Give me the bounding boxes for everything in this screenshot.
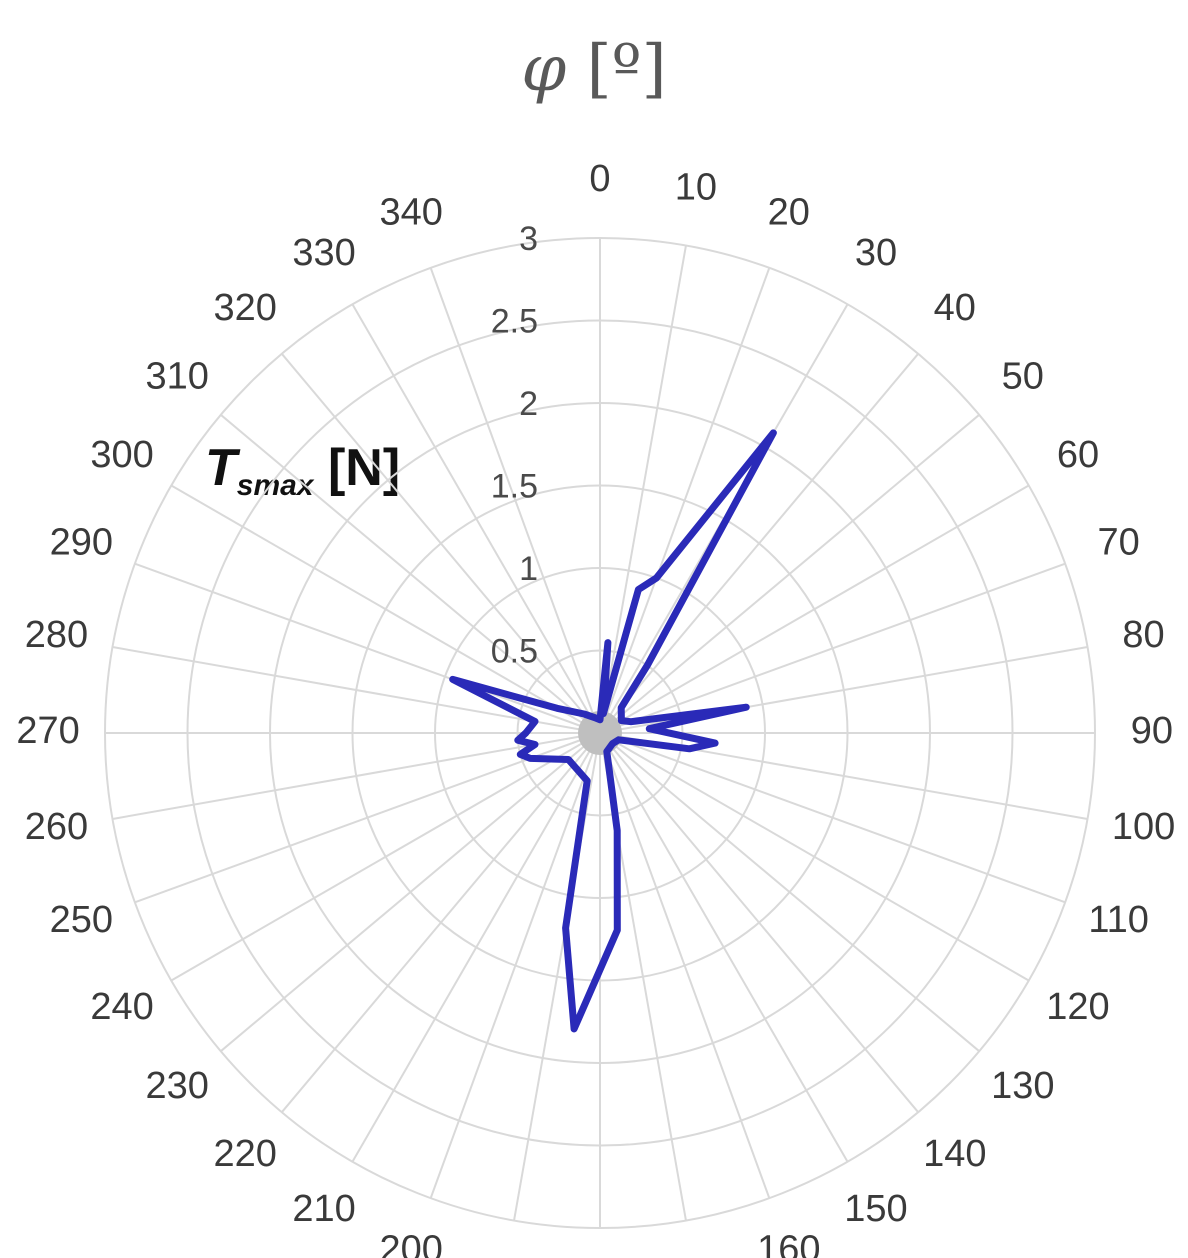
angle-tick-label: 20 (768, 191, 810, 233)
angle-tick-label: 260 (25, 806, 88, 848)
angle-tick-label: 240 (90, 986, 153, 1028)
radial-tick-label: 2 (519, 385, 538, 423)
angle-tick-label: 220 (214, 1133, 277, 1175)
grid-spoke (112, 732, 601, 820)
grid-spoke (351, 732, 601, 1163)
angle-tick-label: 330 (292, 232, 355, 274)
radial-tick-label: 3 (519, 220, 538, 258)
grid-spoke (351, 303, 601, 734)
angle-tick-label: 190 (472, 1254, 535, 1258)
grid-spoke (134, 732, 601, 904)
radial-axis-title: Tsmax [N] (205, 438, 401, 502)
angle-tick-label: 310 (145, 355, 208, 397)
angle-tick-label: 30 (855, 232, 897, 274)
angle-tick-label: 250 (50, 899, 113, 941)
angle-tick-label: 110 (1088, 899, 1149, 941)
radial-tick-label: 1.5 (491, 468, 538, 506)
angle-tick-label: 340 (380, 191, 443, 233)
angle-tick-label: 270 (16, 710, 79, 752)
grid-spoke (599, 732, 849, 1163)
angle-tick-label: 0 (589, 158, 610, 200)
grid-spoke (599, 732, 980, 1052)
angle-tick-label: 50 (1002, 355, 1044, 397)
grid-spoke (599, 484, 1030, 734)
angle-tick-label: 100 (1112, 806, 1175, 848)
angle-tick-label: 320 (214, 287, 277, 329)
angle-tick-label: 90 (1131, 710, 1173, 752)
radial-axis-symbol: T (205, 439, 237, 497)
grid-spoke (599, 732, 919, 1113)
angle-tick-label: 280 (25, 614, 88, 656)
grid-spoke (281, 732, 601, 1113)
angle-tick-label: 40 (934, 287, 976, 329)
grid-spoke (599, 562, 1066, 734)
radial-axis-unit: [N] (327, 439, 401, 497)
angle-tick-label: 300 (90, 434, 153, 476)
grid-spoke (134, 562, 601, 734)
grid-spoke (281, 353, 601, 734)
angle-tick-label: 130 (991, 1065, 1054, 1107)
angle-tick-label: 230 (145, 1065, 208, 1107)
grid-spoke (220, 732, 601, 1052)
angle-tick-label: 150 (844, 1188, 907, 1230)
grid-spoke (599, 353, 919, 734)
angle-axis-unit: [º] (586, 32, 667, 106)
radial-axis-subscript: smax (236, 469, 314, 502)
grid-spoke (599, 732, 771, 1199)
angle-tick-label: 210 (292, 1188, 355, 1230)
grid-spoke (112, 646, 601, 734)
grid-spoke (599, 267, 771, 734)
angle-axis-symbol: φ (521, 32, 567, 106)
grid-spoke (170, 732, 601, 982)
grid-spoke (220, 414, 601, 734)
series-line (449, 429, 777, 1033)
grid-spoke (599, 414, 980, 734)
grid-spoke (429, 267, 601, 734)
grid-spoke (599, 245, 687, 734)
grid-spoke (170, 484, 601, 734)
angle-tick-label: 70 (1097, 521, 1139, 563)
angle-tick-label: 10 (675, 166, 717, 208)
radial-tick-label: 2.5 (491, 303, 538, 341)
radial-tick-label: 1 (519, 550, 538, 588)
radial-tick-label: 0.5 (491, 633, 538, 671)
grid-spoke (429, 732, 601, 1199)
angle-tick-label: 290 (50, 521, 113, 563)
angle-tick-label: 80 (1122, 614, 1164, 656)
angle-tick-label: 120 (1046, 986, 1109, 1028)
grid-spoke (599, 732, 1030, 982)
angle-tick-label: 140 (923, 1133, 986, 1175)
angle-axis-title: φ [º] (0, 32, 1188, 106)
grid-spoke (599, 732, 1066, 904)
angle-tick-label: 200 (380, 1229, 443, 1258)
angle-tick-label: 170 (664, 1254, 727, 1258)
angle-tick-label: 60 (1057, 434, 1099, 476)
angle-tick-label: 160 (757, 1229, 820, 1258)
